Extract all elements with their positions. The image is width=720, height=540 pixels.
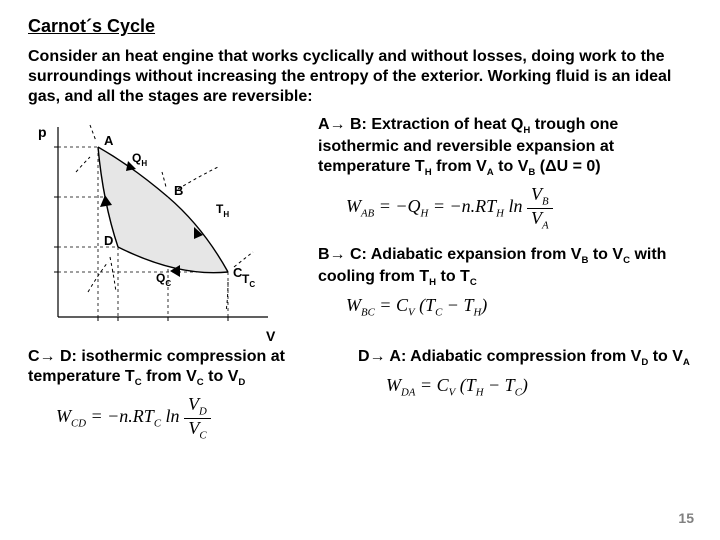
pt-a-label: A xyxy=(104,133,114,148)
bottom-row: C→ D: isothermic compression at temperat… xyxy=(28,347,692,455)
v-axis-label: V xyxy=(266,328,276,344)
stage-ab-text: A→ B: Extraction of heat QH trough one i… xyxy=(318,115,692,179)
formula-wda: WDA = CV (TH − TC) xyxy=(386,375,692,399)
page-title: Carnot´s Cycle xyxy=(28,16,692,37)
formula-wcd: WCD = −n.RTC ln VDVC xyxy=(56,395,348,441)
intro-text: Consider an heat engine that works cycli… xyxy=(28,47,692,107)
pt-d-label: D xyxy=(104,233,113,248)
formula-wab: WAB = −QH = −n.RTH ln VBVA xyxy=(346,185,692,231)
stage-cd-text: C→ D: isothermic compression at temperat… xyxy=(28,347,348,389)
diagram-container: A B C D QH QC TH TC p V xyxy=(28,113,308,347)
svg-text:TC: TC xyxy=(242,272,255,289)
stage-da-col: D→ A: Adiabatic compression from VD to V… xyxy=(358,347,692,455)
svg-text:QH: QH xyxy=(132,151,147,168)
svg-text:QC: QC xyxy=(156,271,171,288)
carnot-pv-diagram: A B C D QH QC TH TC p V xyxy=(28,117,288,347)
svg-text:TH: TH xyxy=(216,202,229,219)
p-axis-label: p xyxy=(38,124,47,140)
pt-b-label: B xyxy=(174,183,183,198)
right-column: A→ B: Extraction of heat QH trough one i… xyxy=(308,113,692,347)
stage-da-text: D→ A: Adiabatic compression from VD to V… xyxy=(358,347,692,369)
page-number: 15 xyxy=(678,510,694,526)
stage-bc-text: B→ C: Adiabatic expansion from VB to VC … xyxy=(318,245,692,289)
slide: Carnot´s Cycle Consider an heat engine t… xyxy=(0,0,720,540)
formula-wbc: WBC = CV (TC − TH) xyxy=(346,295,692,319)
stage-cd-col: C→ D: isothermic compression at temperat… xyxy=(28,347,358,455)
main-columns: A B C D QH QC TH TC p V A→ B: Extraction… xyxy=(28,113,692,347)
